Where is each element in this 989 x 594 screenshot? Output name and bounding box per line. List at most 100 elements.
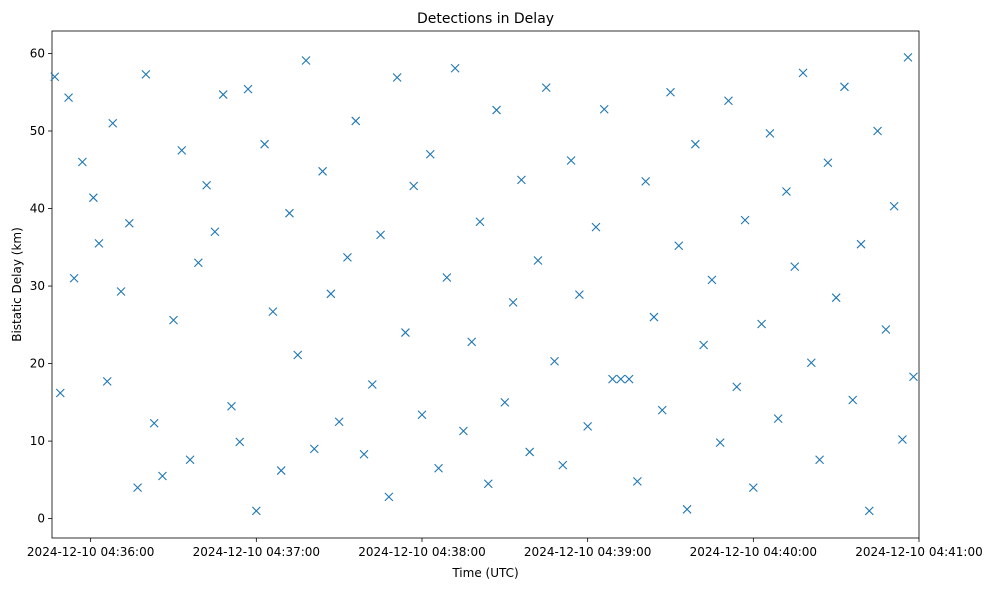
y-tick-label: 50 xyxy=(30,124,45,138)
data-point xyxy=(210,227,220,237)
data-point xyxy=(517,175,526,185)
data-point xyxy=(773,414,783,424)
data-point xyxy=(301,56,311,65)
y-tick-label: 20 xyxy=(30,357,45,371)
data-point xyxy=(293,350,303,360)
data-point xyxy=(674,241,684,251)
data-point xyxy=(318,166,327,176)
y-tick-label: 0 xyxy=(37,512,45,526)
data-point xyxy=(384,492,394,502)
data-point xyxy=(260,139,269,149)
y-tick-label: 30 xyxy=(30,279,45,293)
scatter-points xyxy=(50,52,918,516)
data-point xyxy=(550,356,559,366)
data-point xyxy=(840,82,849,92)
data-point xyxy=(666,87,675,97)
y-tick-label: 10 xyxy=(30,434,45,448)
data-point xyxy=(309,444,319,454)
data-point xyxy=(624,374,634,384)
data-point xyxy=(124,218,134,228)
data-point xyxy=(108,118,118,128)
y-axis-label: Bistatic Delay (km) xyxy=(10,227,24,342)
data-point xyxy=(732,382,742,392)
data-point xyxy=(831,293,841,303)
data-point xyxy=(94,239,104,248)
data-point xyxy=(881,325,891,334)
data-point xyxy=(864,506,874,516)
data-point xyxy=(616,374,626,384)
data-point xyxy=(417,410,427,420)
data-point xyxy=(133,483,142,492)
y-tick-label: 40 xyxy=(30,202,45,216)
y-axis: 0 10 20 30 40 50 60 xyxy=(30,46,52,526)
data-point xyxy=(251,506,261,516)
data-point xyxy=(425,149,435,159)
data-point xyxy=(558,460,568,470)
data-point xyxy=(376,230,385,240)
data-point xyxy=(492,105,501,115)
data-point xyxy=(367,380,377,389)
data-point xyxy=(765,128,775,138)
data-point xyxy=(823,158,833,168)
data-point xyxy=(806,358,816,368)
data-point xyxy=(707,275,717,285)
data-point xyxy=(50,72,60,82)
data-point xyxy=(235,437,245,447)
chart-title: Detections in Delay xyxy=(417,11,554,27)
data-point xyxy=(218,90,228,99)
data-point xyxy=(873,126,882,136)
data-point xyxy=(608,374,617,384)
data-point xyxy=(541,83,551,92)
y-tick-label: 60 xyxy=(30,46,45,60)
x-tick-label: 2024-12-10 04:41:00 xyxy=(855,545,982,559)
data-point xyxy=(185,455,195,465)
data-point xyxy=(334,417,344,427)
data-point xyxy=(409,181,419,191)
data-point xyxy=(599,104,609,114)
data-point xyxy=(715,438,725,448)
plot-area xyxy=(50,30,920,539)
data-point xyxy=(343,252,352,262)
data-point xyxy=(856,239,866,249)
data-point xyxy=(898,435,907,444)
data-point xyxy=(401,328,410,337)
data-point xyxy=(574,290,584,299)
data-point xyxy=(77,157,87,167)
data-point xyxy=(699,340,709,350)
data-point xyxy=(102,377,112,386)
data-point xyxy=(690,139,700,149)
data-point xyxy=(748,483,758,492)
data-point xyxy=(525,447,535,457)
data-point xyxy=(641,177,651,186)
data-point xyxy=(508,297,518,307)
data-point xyxy=(243,84,253,94)
data-point xyxy=(69,273,79,283)
data-point xyxy=(500,397,510,407)
data-point xyxy=(169,315,178,325)
data-point xyxy=(202,180,212,190)
data-point xyxy=(141,70,151,79)
data-point xyxy=(351,116,361,126)
data-point xyxy=(682,504,692,514)
x-tick-label: 2024-12-10 04:39:00 xyxy=(524,545,651,559)
data-point xyxy=(64,93,73,103)
data-point xyxy=(227,401,236,411)
data-point xyxy=(149,418,159,428)
x-tick-label: 2024-12-10 04:38:00 xyxy=(358,545,485,559)
data-point xyxy=(909,372,918,382)
data-point xyxy=(632,477,642,486)
data-point xyxy=(158,471,167,481)
x-tick-label: 2024-12-10 04:37:00 xyxy=(193,545,320,559)
data-point xyxy=(116,287,126,296)
data-point xyxy=(566,156,576,165)
plot-frame xyxy=(51,30,920,539)
data-point xyxy=(285,208,294,218)
data-point xyxy=(903,52,913,62)
data-point xyxy=(392,73,402,82)
data-point xyxy=(591,222,601,232)
x-tick-label: 2024-12-10 04:36:00 xyxy=(27,545,154,559)
data-point xyxy=(475,217,485,227)
data-point xyxy=(724,96,733,106)
data-point xyxy=(467,337,477,347)
